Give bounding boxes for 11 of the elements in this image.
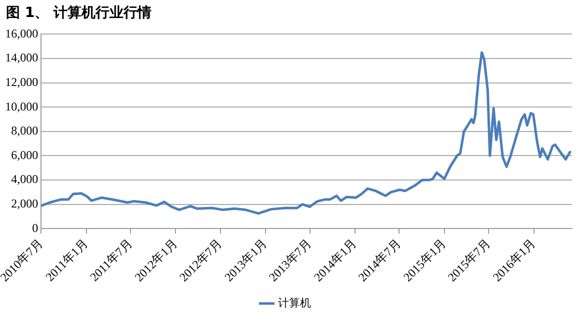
y-tick-label: 0	[32, 220, 38, 235]
y-tick-label: 12,000	[5, 74, 38, 89]
y-tick-label: 2,000	[11, 196, 38, 210]
y-tick-label: 14,000	[5, 50, 38, 65]
legend-label: 计算机	[278, 296, 311, 310]
y-tick-label: 10,000	[5, 99, 38, 114]
y-tick-label: 6,000	[11, 148, 38, 162]
y-tick-label: 8,000	[11, 124, 38, 138]
y-tick-label: 16,000	[5, 26, 38, 40]
chart-title: 图 1、 计算机行业行情	[5, 4, 152, 23]
y-tick-label: 4,000	[11, 172, 38, 186]
